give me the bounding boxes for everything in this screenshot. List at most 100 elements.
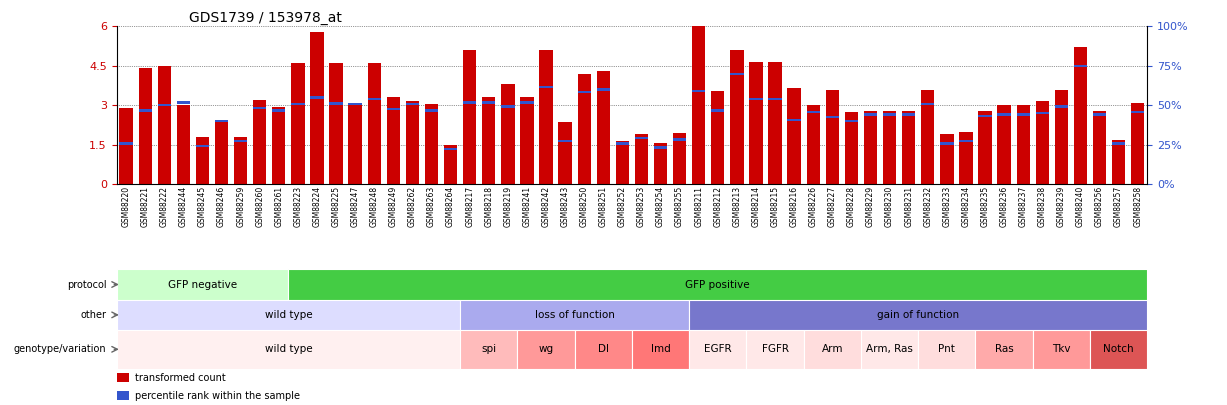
Bar bbox=[788, 119, 801, 121]
Text: other: other bbox=[80, 310, 107, 320]
Text: EGFR: EGFR bbox=[704, 344, 731, 354]
Bar bbox=[616, 141, 629, 184]
Bar bbox=[940, 134, 953, 184]
Bar bbox=[690, 330, 746, 369]
Bar bbox=[1112, 139, 1125, 184]
Bar bbox=[310, 96, 324, 98]
Text: GSM88211: GSM88211 bbox=[694, 186, 703, 227]
Text: GSM88260: GSM88260 bbox=[255, 186, 264, 227]
Bar bbox=[902, 113, 915, 116]
Text: GSM88240: GSM88240 bbox=[1076, 186, 1085, 227]
Text: GSM88255: GSM88255 bbox=[675, 186, 685, 227]
Bar bbox=[978, 115, 991, 117]
Bar bbox=[406, 101, 420, 184]
Bar bbox=[902, 111, 915, 184]
Text: GSM88235: GSM88235 bbox=[980, 186, 989, 227]
Bar bbox=[540, 50, 552, 184]
Text: GFP positive: GFP positive bbox=[686, 279, 750, 290]
Bar bbox=[463, 50, 476, 184]
Text: lmd: lmd bbox=[650, 344, 670, 354]
Bar bbox=[177, 105, 190, 184]
Text: FGFR: FGFR bbox=[762, 344, 789, 354]
Text: GSM88236: GSM88236 bbox=[1000, 186, 1009, 227]
Bar bbox=[215, 120, 228, 184]
Bar bbox=[558, 140, 572, 142]
Text: GSM88229: GSM88229 bbox=[866, 186, 875, 227]
Text: gain of function: gain of function bbox=[877, 310, 960, 320]
Bar bbox=[463, 102, 476, 104]
Bar bbox=[1093, 113, 1107, 116]
Text: genotype/variation: genotype/variation bbox=[13, 344, 107, 354]
Text: GSM88232: GSM88232 bbox=[923, 186, 933, 227]
Bar bbox=[861, 330, 918, 369]
Bar bbox=[460, 330, 518, 369]
Bar bbox=[329, 63, 342, 184]
Text: GSM88258: GSM88258 bbox=[1134, 186, 1142, 227]
Bar bbox=[253, 100, 266, 184]
Text: GSM88218: GSM88218 bbox=[485, 186, 493, 227]
Bar bbox=[654, 143, 667, 184]
Bar bbox=[746, 330, 804, 369]
Text: protocol: protocol bbox=[66, 279, 107, 290]
Bar bbox=[234, 140, 248, 142]
Bar bbox=[712, 109, 724, 112]
Bar bbox=[826, 90, 839, 184]
Bar bbox=[501, 105, 514, 108]
Bar bbox=[998, 105, 1011, 184]
Bar bbox=[482, 102, 496, 104]
Bar bbox=[117, 269, 288, 300]
Bar bbox=[998, 113, 1011, 116]
Text: GSM88224: GSM88224 bbox=[313, 186, 321, 227]
Text: GSM88231: GSM88231 bbox=[904, 186, 913, 227]
Bar bbox=[1033, 330, 1090, 369]
Bar bbox=[406, 103, 420, 105]
Text: Pnt: Pnt bbox=[939, 344, 956, 354]
Text: GSM88216: GSM88216 bbox=[790, 186, 799, 227]
Bar bbox=[975, 330, 1033, 369]
Bar bbox=[596, 88, 610, 91]
Bar bbox=[368, 63, 380, 184]
Text: percentile rank within the sample: percentile rank within the sample bbox=[135, 391, 299, 401]
Bar bbox=[1074, 47, 1087, 184]
Bar bbox=[348, 103, 362, 105]
Text: GSM88237: GSM88237 bbox=[1018, 186, 1028, 227]
Bar bbox=[1074, 65, 1087, 67]
Text: GSM88215: GSM88215 bbox=[771, 186, 779, 227]
Bar bbox=[1036, 101, 1049, 184]
Bar bbox=[1055, 90, 1067, 184]
Text: GSM88226: GSM88226 bbox=[809, 186, 817, 227]
Text: GSM88250: GSM88250 bbox=[579, 186, 589, 227]
Text: GSM88253: GSM88253 bbox=[637, 186, 645, 227]
Text: loss of function: loss of function bbox=[535, 310, 615, 320]
Text: Tkv: Tkv bbox=[1052, 344, 1071, 354]
Bar bbox=[978, 111, 991, 184]
Bar bbox=[1090, 330, 1147, 369]
Text: GSM88245: GSM88245 bbox=[198, 186, 207, 227]
Bar bbox=[288, 269, 1147, 300]
Bar bbox=[482, 97, 496, 184]
Text: GSM88217: GSM88217 bbox=[465, 186, 474, 227]
Text: GSM88244: GSM88244 bbox=[179, 186, 188, 227]
Text: GSM88219: GSM88219 bbox=[503, 186, 513, 227]
Text: Ras: Ras bbox=[995, 344, 1014, 354]
Text: GSM88261: GSM88261 bbox=[275, 186, 283, 227]
Text: GSM88243: GSM88243 bbox=[561, 186, 569, 227]
Bar bbox=[387, 97, 400, 184]
Text: GSM88233: GSM88233 bbox=[942, 186, 951, 227]
Bar bbox=[387, 108, 400, 111]
Bar bbox=[921, 90, 935, 184]
Bar bbox=[918, 330, 975, 369]
Bar bbox=[654, 146, 667, 149]
Bar bbox=[234, 137, 248, 184]
Text: wild type: wild type bbox=[265, 344, 312, 354]
Bar bbox=[196, 137, 209, 184]
Text: GSM88259: GSM88259 bbox=[236, 186, 245, 227]
Text: GSM88264: GSM88264 bbox=[447, 186, 455, 227]
Text: GFP negative: GFP negative bbox=[168, 279, 237, 290]
Bar bbox=[444, 145, 458, 184]
Bar bbox=[844, 112, 858, 184]
Bar bbox=[806, 105, 820, 184]
Bar bbox=[425, 104, 438, 184]
Text: spi: spi bbox=[481, 344, 496, 354]
Bar bbox=[826, 116, 839, 118]
